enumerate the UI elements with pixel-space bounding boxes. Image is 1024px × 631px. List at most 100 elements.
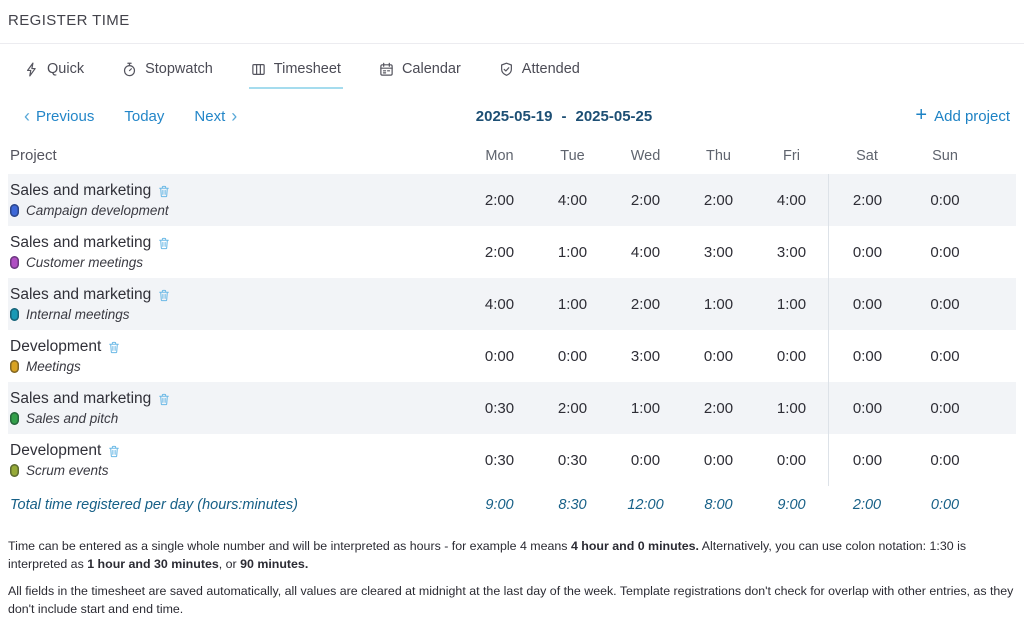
next-button[interactable]: Next › xyxy=(194,107,237,125)
time-cell[interactable]: 2:00 xyxy=(703,191,734,209)
total-time-cell: 8:00 xyxy=(704,497,733,513)
previous-label: Previous xyxy=(36,107,95,125)
delete-project-icon[interactable] xyxy=(158,289,170,302)
time-cell[interactable]: 1:00 xyxy=(776,399,807,417)
chevron-left-icon: ‹ xyxy=(24,106,30,126)
previous-button[interactable]: ‹ Previous xyxy=(24,107,94,125)
time-cell[interactable]: 2:00 xyxy=(630,191,661,209)
time-cell[interactable]: 1:00 xyxy=(557,243,588,261)
project-column-header: Project xyxy=(10,147,57,164)
total-time-cell: 8:30 xyxy=(558,497,587,513)
time-cell[interactable]: 3:00 xyxy=(630,347,661,365)
time-cell[interactable]: 1:00 xyxy=(703,295,734,313)
time-cell[interactable]: 4:00 xyxy=(484,295,515,313)
project-cell: Development Scrum events xyxy=(8,435,463,485)
time-cell[interactable]: 0:00 xyxy=(930,243,960,261)
tab-calendar[interactable]: Calendar xyxy=(377,59,463,89)
project-name: Development xyxy=(10,338,102,355)
time-cell[interactable]: 0:00 xyxy=(828,382,906,434)
week-end-date: 2025-05-25 xyxy=(575,107,653,125)
delete-project-icon[interactable] xyxy=(158,185,170,198)
timesheet-grid-icon xyxy=(251,62,266,77)
time-cell[interactable]: 0:00 xyxy=(828,434,906,486)
time-cell[interactable]: 2:00 xyxy=(630,295,661,313)
time-cell[interactable]: 0:00 xyxy=(930,295,960,313)
delete-project-icon[interactable] xyxy=(108,445,120,458)
total-time-cell: 9:00 xyxy=(777,497,806,513)
tab-label: Attended xyxy=(521,61,580,77)
task-color-dot xyxy=(10,464,19,477)
time-cell[interactable]: 3:00 xyxy=(703,243,734,261)
time-cell[interactable]: 3:00 xyxy=(776,243,807,261)
project-cell: Development Meetings xyxy=(8,331,463,381)
time-cell[interactable]: 4:00 xyxy=(630,243,661,261)
time-cell[interactable]: 0:00 xyxy=(703,347,734,365)
tab-attended[interactable]: Attended xyxy=(497,59,582,89)
delete-project-icon[interactable] xyxy=(158,393,170,406)
time-cell[interactable]: 0:00 xyxy=(630,451,661,469)
task-color-dot xyxy=(10,204,19,217)
time-cell[interactable]: 0:00 xyxy=(930,347,960,365)
total-time-cell: 2:00 xyxy=(852,497,882,513)
day-column-header: Sun xyxy=(932,147,958,164)
time-cell[interactable]: 0:00 xyxy=(776,347,807,365)
time-cell[interactable]: 0:00 xyxy=(930,191,960,209)
project-name: Sales and marketing xyxy=(10,182,152,199)
tab-quick[interactable]: Quick xyxy=(22,59,86,89)
time-cell[interactable]: 0:00 xyxy=(557,347,588,365)
time-cell[interactable]: 1:00 xyxy=(630,399,661,417)
time-cell[interactable]: 0:00 xyxy=(776,451,807,469)
time-cell[interactable]: 0:00 xyxy=(828,226,906,278)
time-cell[interactable]: 0:00 xyxy=(703,451,734,469)
time-cell[interactable]: 0:30 xyxy=(557,451,588,469)
footer-note-entry-format: Time can be entered as a single whole nu… xyxy=(8,539,967,571)
day-column-header: Tue xyxy=(560,147,585,164)
time-cell[interactable]: 0:30 xyxy=(484,399,515,417)
time-cell[interactable]: 2:00 xyxy=(484,243,515,261)
time-cell[interactable]: 0:30 xyxy=(484,451,515,469)
time-cell[interactable]: 0:00 xyxy=(828,278,906,330)
today-button[interactable]: Today xyxy=(124,108,164,125)
tab-timesheet[interactable]: Timesheet xyxy=(248,59,343,89)
task-color-dot xyxy=(10,360,19,373)
tab-bar: Quick Stopwatch Timesheet Calendar Atten… xyxy=(0,44,1024,89)
time-cell[interactable]: 4:00 xyxy=(776,191,807,209)
task-color-dot xyxy=(10,308,19,321)
task-name: Meetings xyxy=(26,359,81,374)
project-cell: Sales and marketing Sales and pitch xyxy=(8,383,463,433)
week-range-separator: - xyxy=(561,107,567,125)
project-name: Sales and marketing xyxy=(10,390,152,407)
time-cell[interactable]: 2:00 xyxy=(484,191,515,209)
time-cell[interactable]: 2:00 xyxy=(557,399,588,417)
timesheet-rows: Sales and marketing Campaign development 2… xyxy=(8,174,1016,486)
task-color-dot xyxy=(10,256,19,269)
project-cell: Sales and marketing Campaign development xyxy=(8,175,463,225)
time-cell[interactable]: 2:00 xyxy=(703,399,734,417)
day-column-header: Wed xyxy=(630,147,661,164)
calendar-icon xyxy=(379,62,394,77)
time-cell[interactable]: 0:00 xyxy=(930,451,960,469)
time-cell[interactable]: 0:00 xyxy=(484,347,515,365)
today-label: Today xyxy=(124,107,165,125)
task-name: Sales and pitch xyxy=(26,411,119,426)
day-column-header: Fri xyxy=(783,147,800,164)
time-cell[interactable]: 0:00 xyxy=(930,399,960,417)
delete-project-icon[interactable] xyxy=(108,341,120,354)
page-title: REGISTER TIME xyxy=(8,12,130,29)
tab-label: Timesheet xyxy=(273,61,341,77)
tab-stopwatch[interactable]: Stopwatch xyxy=(120,59,215,89)
timesheet-row: Development Meetings 0:00 0:00 3:00 0:00 0:00 0… xyxy=(8,330,1016,382)
delete-project-icon[interactable] xyxy=(158,237,170,250)
add-project-button[interactable]: + Add project xyxy=(915,105,1010,125)
total-label: Total time registered per day (hours:min… xyxy=(10,497,298,513)
total-time-cell: 9:00 xyxy=(485,497,514,513)
table-header-row: Project Mon Tue Wed Thu Fri Sat Sun xyxy=(8,139,1016,174)
total-time-cell: 12:00 xyxy=(627,497,664,513)
time-cell[interactable]: 0:00 xyxy=(828,330,906,382)
time-cell[interactable]: 4:00 xyxy=(557,191,588,209)
timesheet-row: Development Scrum events 0:30 0:30 0:00 0:00 0… xyxy=(8,434,1016,486)
time-cell[interactable]: 2:00 xyxy=(828,174,906,226)
time-cell[interactable]: 1:00 xyxy=(557,295,588,313)
time-cell[interactable]: 1:00 xyxy=(776,295,807,313)
